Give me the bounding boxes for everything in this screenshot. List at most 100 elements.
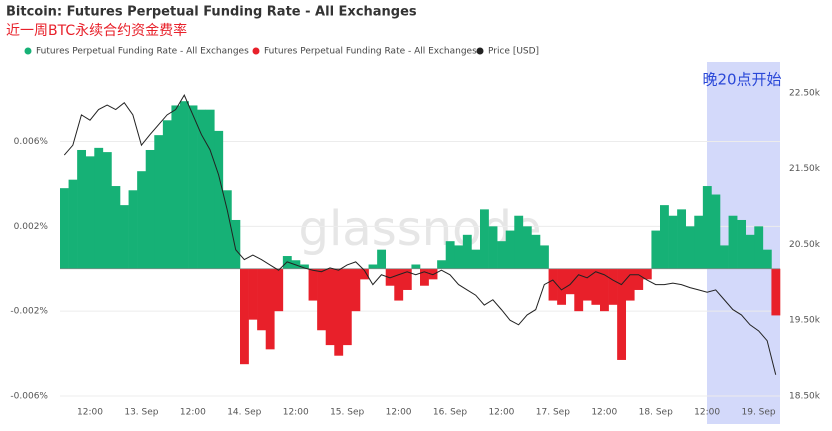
bar	[368, 264, 378, 269]
bar	[77, 149, 87, 269]
bar	[591, 268, 601, 305]
bar	[728, 215, 738, 269]
y-tick-label: -0.002%	[10, 307, 48, 317]
y-tick-label: 0.006%	[14, 137, 49, 147]
bar	[188, 105, 198, 269]
bar	[394, 268, 404, 301]
x-tick-label: 17. Sep	[536, 408, 570, 418]
bar	[514, 215, 524, 269]
y2-tick-label: 19.50k	[789, 316, 821, 326]
bar	[625, 268, 635, 301]
x-tick-label: 12:00	[180, 408, 206, 418]
bar	[128, 190, 138, 269]
legend-marker	[24, 47, 32, 55]
x-tick-label: 18. Sep	[639, 408, 673, 418]
bar	[480, 209, 489, 269]
bar	[617, 268, 627, 360]
bar	[420, 268, 429, 286]
legend-label: Futures Perpetual Funding Rate - All Exc…	[36, 47, 249, 57]
legend-marker	[252, 47, 260, 55]
y2-tick-label: 20.50k	[789, 240, 821, 250]
bar	[754, 226, 764, 269]
price-line	[63, 94, 777, 375]
bar	[557, 268, 567, 305]
bar	[171, 105, 181, 269]
bar	[265, 268, 275, 350]
y2-tick-label: 21.50k	[789, 164, 821, 174]
bar	[600, 268, 609, 312]
x-tick-label: 12:00	[694, 408, 720, 418]
bar	[342, 268, 352, 346]
bar	[771, 268, 781, 316]
bar	[231, 219, 241, 269]
bar	[505, 230, 515, 269]
bar	[642, 268, 652, 280]
bar	[497, 241, 507, 269]
bar	[437, 260, 447, 269]
bar	[462, 234, 472, 269]
annotation: 晚20点开始	[702, 71, 781, 89]
bar	[68, 179, 78, 269]
x-tick-label: 12:00	[77, 408, 103, 418]
bar	[762, 249, 772, 269]
x-tick-label: 14. Sep	[227, 408, 261, 418]
bar	[308, 268, 318, 301]
x-tick-label: 19. Sep	[742, 408, 776, 418]
bar	[222, 190, 232, 269]
bar	[317, 268, 327, 331]
y2-tick-label: 18.50k	[789, 392, 821, 402]
legend-label: Futures Perpetual Funding Rate - All Exc…	[264, 47, 477, 57]
bar	[668, 215, 678, 269]
bar	[694, 215, 704, 269]
bar	[488, 226, 498, 269]
bar	[402, 268, 412, 290]
bar	[111, 186, 121, 269]
bar	[574, 268, 584, 312]
bar	[137, 171, 147, 269]
chart-subtitle: 近一周BTC永续合约资金费率	[6, 22, 187, 39]
bar	[540, 245, 549, 269]
bar	[85, 156, 95, 269]
bar	[660, 205, 669, 269]
bar	[274, 268, 284, 312]
bar	[582, 268, 592, 301]
x-tick-label: 12:00	[488, 408, 514, 418]
bar	[214, 130, 224, 269]
bar	[205, 109, 215, 269]
bar	[325, 268, 335, 346]
bar	[162, 120, 172, 269]
bar	[522, 226, 532, 269]
x-tick-label: 16. Sep	[433, 408, 467, 418]
legend-marker	[476, 47, 484, 55]
bar	[257, 268, 267, 331]
bar	[154, 135, 164, 269]
y-tick-label: -0.006%	[10, 392, 48, 402]
bar	[120, 205, 129, 269]
bar	[360, 268, 369, 280]
bar	[180, 101, 189, 269]
bar	[634, 268, 644, 290]
x-tick-label: 12:00	[386, 408, 412, 418]
legend: Futures Perpetual Funding Rate - All Exc…	[24, 47, 539, 57]
bar	[351, 268, 361, 312]
bar	[531, 234, 541, 269]
bar	[745, 234, 755, 269]
bar	[720, 245, 729, 269]
bar	[548, 268, 558, 301]
y-tick-label: 0.002%	[14, 222, 49, 232]
bar	[197, 109, 207, 269]
bar	[445, 241, 455, 269]
bar	[145, 149, 155, 269]
chart-title: Bitcoin: Futures Perpetual Funding Rate …	[6, 5, 417, 20]
bar	[300, 264, 309, 269]
x-tick-label: 12:00	[283, 408, 309, 418]
bar	[685, 226, 695, 269]
y2-tick-label: 22.50k	[789, 88, 821, 98]
bar	[248, 268, 258, 320]
bar	[702, 186, 712, 269]
bar	[711, 194, 721, 269]
bar	[334, 268, 344, 356]
bar	[651, 230, 661, 269]
